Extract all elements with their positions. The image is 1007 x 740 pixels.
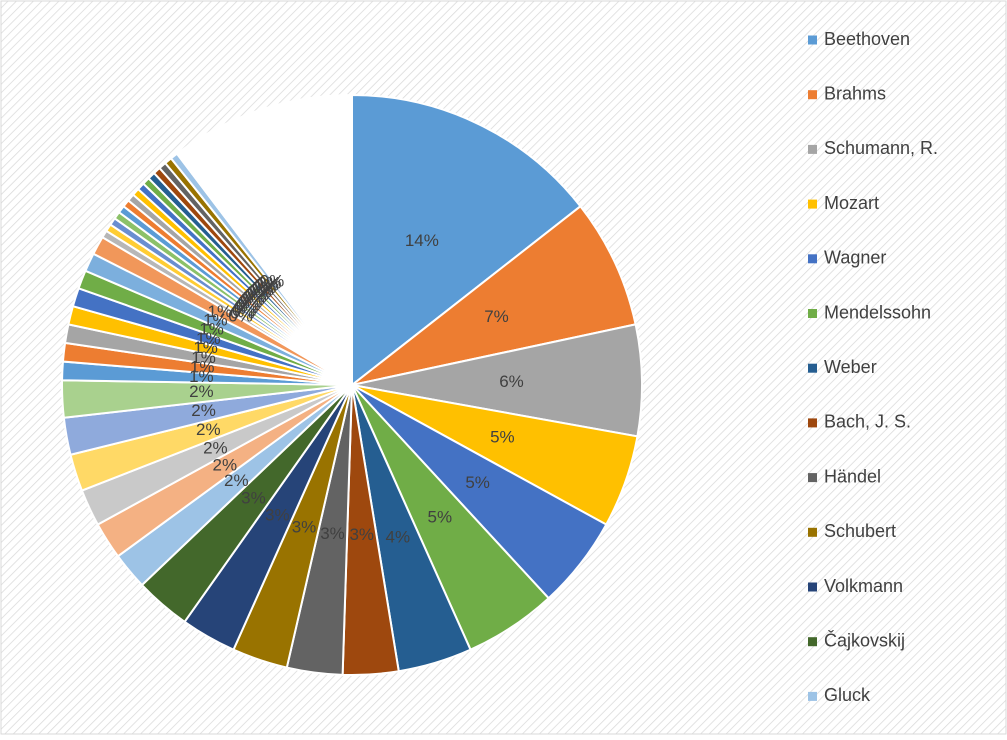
data-label: 1% (189, 367, 214, 386)
data-label: 3% (320, 524, 345, 543)
legend-marker (808, 254, 817, 264)
legend-label: Händel (824, 466, 881, 486)
pie-slice (175, 93, 353, 388)
legend-label: Mendelssohn (824, 302, 931, 322)
data-label: 3% (349, 525, 374, 544)
data-label: 5% (465, 473, 490, 492)
legend-marker (808, 309, 817, 318)
data-label: 0% (234, 298, 259, 317)
data-label: 0% (236, 295, 261, 314)
legend-label: Weber (824, 357, 877, 377)
legend-label: Schubert (824, 521, 896, 541)
pie: 14%7%6%5%5%5%4%3%3%3%3%3%2%2%2%2%2%2%1%1… (61, 93, 643, 676)
data-label: 0% (230, 304, 255, 323)
data-label: 0% (240, 290, 265, 309)
legend-label: Mozart (824, 193, 879, 213)
data-label: 0% (260, 271, 285, 290)
data-label: 0% (238, 293, 263, 312)
data-label: 2% (196, 420, 221, 439)
data-label: 0% (257, 274, 282, 293)
data-label: 7% (484, 307, 509, 326)
legend-marker (808, 691, 817, 701)
data-label: 4% (386, 527, 411, 546)
data-label: 0% (252, 278, 277, 297)
data-label: 3% (265, 505, 290, 524)
legend-marker (808, 527, 817, 537)
legend-marker (808, 90, 817, 100)
data-label: 0% (245, 285, 270, 304)
legend-label: Schumann, R. (824, 138, 938, 158)
data-label: 1% (193, 338, 218, 357)
legend-label: Brahms (824, 83, 886, 103)
data-label: 0% (247, 283, 272, 302)
data-label: 3% (292, 517, 317, 536)
data-label: 6% (499, 372, 524, 391)
data-label: 2% (191, 401, 216, 420)
data-label: 2% (189, 382, 214, 401)
legend-label: Volkmann (824, 576, 903, 596)
pie-slice (351, 93, 582, 388)
legend-marker (808, 363, 817, 373)
data-label: 3% (241, 489, 266, 508)
data-label: 2% (224, 471, 249, 490)
legend-label: Gluck (824, 685, 871, 705)
data-label: 1% (191, 348, 216, 367)
data-label: 0% (249, 280, 274, 299)
data-label: 5% (490, 428, 515, 447)
legend-marker (808, 418, 817, 428)
data-label: 14% (405, 231, 439, 250)
legend-marker (808, 35, 817, 45)
data-label: 0% (254, 276, 279, 295)
legend-label: Bach, J. S. (824, 412, 911, 432)
legend-marker (808, 582, 817, 592)
data-label: 0% (228, 307, 253, 326)
data-label: 1% (199, 320, 224, 339)
legend: Beethoven Brahms Schumann, R. Mozart Wagner M… (808, 29, 938, 705)
data-label: 2% (212, 455, 237, 474)
data-label: 2% (203, 438, 228, 457)
data-label: 1% (203, 311, 228, 330)
data-label: 5% (428, 508, 453, 527)
data-label: 1% (196, 329, 221, 348)
legend-label: Beethoven (824, 29, 910, 49)
legend-marker (808, 144, 817, 154)
data-label: 0% (232, 301, 257, 320)
data-label: 1% (208, 302, 233, 321)
legend-label: Wagner (824, 248, 886, 268)
legend-marker (808, 637, 817, 647)
data-label: 1% (190, 357, 215, 376)
legend-marker (808, 473, 817, 483)
data-label: 0% (242, 288, 267, 307)
legend-marker (808, 199, 817, 209)
pie-slice (351, 204, 637, 386)
legend-label: Čajkovskij (824, 629, 905, 650)
